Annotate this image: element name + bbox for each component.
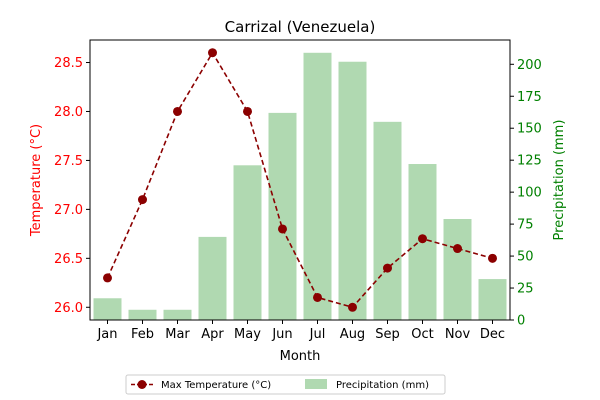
x-tick-label: Sep: [375, 327, 400, 342]
y-right-tick-label: 150: [517, 122, 542, 137]
precipitation-bar-apr: [198, 236, 227, 320]
plot-frame: [89, 39, 511, 321]
temperature-point-aug: [348, 302, 357, 312]
x-tick-label: Feb: [131, 327, 154, 342]
x-axis: Jan Feb Mar Apr May Jun Jul Aug Sep Oct Nov Dec: [96, 320, 505, 342]
temperature-point-feb: [138, 195, 147, 205]
x-tick-label: Apr: [201, 327, 224, 342]
precipitation-bar-mar: [163, 309, 192, 320]
x-tick-label: Jun: [271, 327, 292, 342]
temperature-point-jun: [278, 224, 287, 234]
y-right-tick-label: 125: [517, 154, 542, 169]
y-left-tick-label: 27.5: [54, 154, 83, 169]
precipitation-bars: [93, 52, 507, 321]
y-right-tick-label: 25: [517, 282, 534, 297]
temperature-point-may: [243, 106, 252, 116]
y-axis-right-label: Precipitation (mm): [552, 120, 567, 241]
legend-precipitation-label: Precipitation (mm): [336, 380, 429, 391]
y-right-tick-label: 50: [517, 250, 534, 265]
temperature-point-jul: [313, 292, 322, 302]
y-right-tick-label: 75: [517, 218, 534, 233]
y-axis-left-label: Temperature (°C): [29, 124, 44, 237]
x-tick-label: Oct: [411, 327, 433, 342]
x-tick-label: Mar: [165, 327, 190, 342]
y-left-tick-label: 26.0: [54, 301, 83, 316]
temperature-point-oct: [418, 234, 427, 244]
x-tick-label: Aug: [340, 327, 365, 342]
x-tick-label: Jan: [96, 327, 117, 342]
temperature-point-sep: [383, 263, 392, 273]
temperature-point-mar: [173, 106, 182, 116]
temperature-point-jan: [103, 273, 112, 283]
x-tick-label: Dec: [480, 327, 505, 342]
y-right-tick-label: 175: [517, 90, 542, 105]
legend-precipitation-swatch-icon: [305, 379, 327, 389]
temperature-line-group: [103, 48, 497, 312]
y-left-tick-label: 26.5: [54, 252, 83, 267]
y-right-tick-label: 0: [517, 314, 525, 329]
y-axis-right: 0 25 50 75 100 125 150 175 200: [510, 58, 542, 329]
precipitation-bar-aug: [338, 61, 367, 320]
precipitation-bar-nov: [443, 218, 472, 320]
legend-frame: [125, 374, 446, 395]
y-left-tick-label: 28.5: [54, 56, 83, 71]
legend-temperature-label: Max Temperature (°C): [161, 380, 271, 391]
precipitation-bar-feb: [128, 309, 157, 320]
precipitation-bar-dec: [478, 279, 507, 320]
x-tick-label: May: [234, 327, 261, 342]
y-axis-left: 26.0 26.5 27.0 27.5 28.0 28.5: [54, 56, 90, 316]
y-left-tick-label: 27.0: [54, 203, 83, 218]
legend: Max Temperature (°C) Precipitation (mm): [125, 374, 446, 395]
x-axis-label: Month: [280, 349, 321, 364]
temperature-point-apr: [208, 48, 217, 58]
x-tick-label: Jul: [309, 327, 326, 342]
temperature-line: [106, 51, 493, 309]
precipitation-bar-jun: [268, 112, 297, 320]
x-tick-label: Nov: [445, 327, 471, 342]
temperature-point-nov: [453, 244, 462, 254]
y-right-tick-label: 200: [517, 58, 542, 73]
temperature-point-dec: [488, 253, 497, 263]
precipitation-bar-jan: [93, 298, 122, 320]
precipitation-bar-sep: [373, 121, 402, 321]
legend-temperature-marker-icon: [137, 380, 147, 389]
chart-title: Carrizal (Venezuela): [225, 18, 376, 36]
y-right-tick-label: 100: [517, 186, 542, 201]
y-left-tick-label: 28.0: [54, 105, 83, 120]
precipitation-bar-may: [233, 165, 262, 320]
precipitation-bar-jul: [303, 52, 332, 320]
